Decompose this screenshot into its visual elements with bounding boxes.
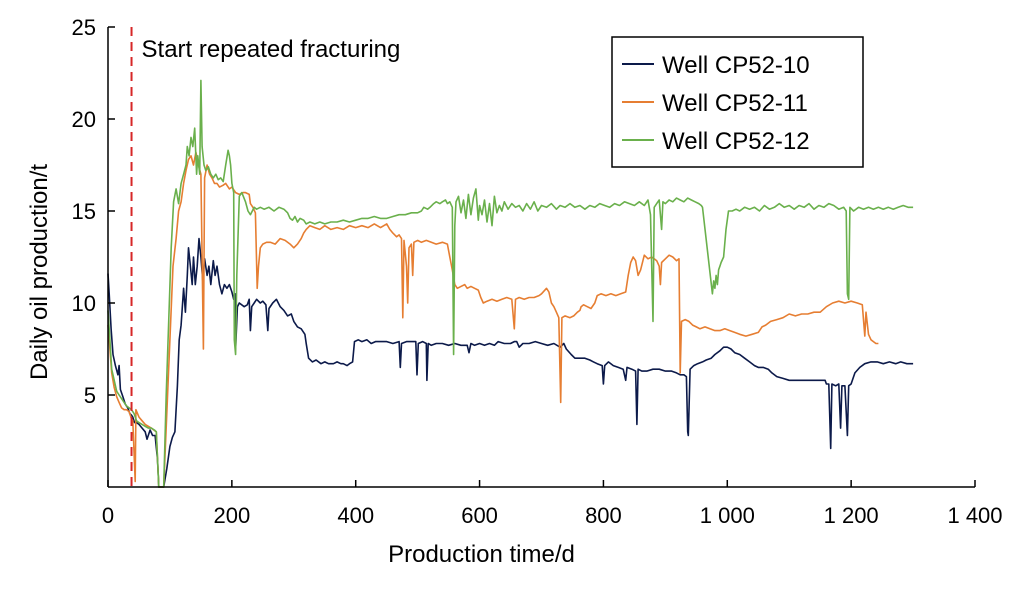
x-tick-label: 1 400 [947, 503, 1002, 528]
y-tick-label: 15 [72, 199, 96, 224]
y-tick-label: 10 [72, 291, 96, 316]
legend-label: Well CP52-11 [662, 90, 808, 117]
series-layer [107, 79, 914, 488]
x-tick-label: 1 000 [700, 503, 755, 528]
x-ticks: 0 200 400 600 800 1 000 1 200 1 400 [102, 480, 1003, 528]
x-tick-label: 200 [213, 503, 250, 528]
fracturing-start-label: Start repeated fracturing [142, 36, 401, 63]
y-axis-title: Daily oil production/t [26, 164, 53, 380]
series-line-1 [107, 237, 914, 488]
y-tick-label: 20 [72, 107, 96, 132]
x-tick-label: 0 [102, 503, 114, 528]
series-line-3 [107, 79, 914, 488]
series-line-2 [107, 151, 879, 488]
x-tick-label: 600 [461, 503, 498, 528]
y-tick-label: 25 [72, 15, 96, 40]
legend-label: Well CP52-10 [662, 52, 810, 79]
axes: 0 200 400 600 800 1 000 1 200 1 400 5 10 15 20 25 P… [26, 15, 1003, 568]
legend: Well CP52-10 Well CP52-11 Well CP52-12 [611, 36, 864, 168]
x-axis-title: Production time/d [388, 541, 575, 568]
x-tick-label: 400 [337, 503, 374, 528]
legend-label: Well CP52-12 [662, 128, 810, 155]
x-tick-label: 800 [585, 503, 622, 528]
y-ticks: 5 10 15 20 25 [72, 15, 115, 408]
legend-items: Well CP52-10 Well CP52-11 Well CP52-12 [622, 52, 810, 155]
annotation-layer: Start repeated fracturing [130, 27, 401, 487]
y-tick-label: 5 [84, 383, 96, 408]
x-tick-label: 1 200 [824, 503, 879, 528]
